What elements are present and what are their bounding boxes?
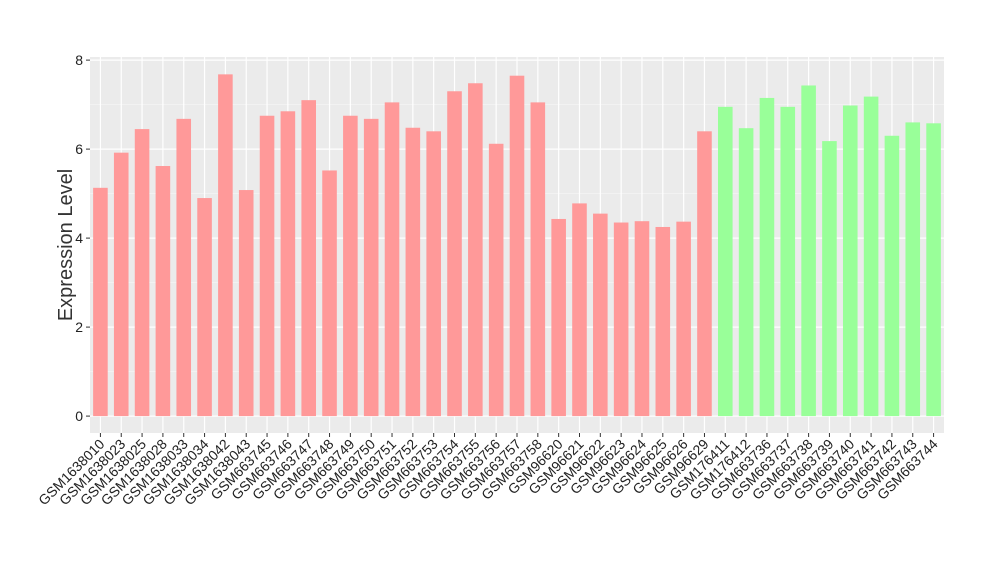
- bar: [93, 187, 108, 417]
- bar: [197, 198, 212, 417]
- bar: [718, 106, 733, 417]
- bar: [863, 96, 879, 417]
- bar: [113, 152, 129, 417]
- bar: [238, 190, 254, 417]
- bar: [572, 203, 587, 417]
- bar: [613, 222, 629, 417]
- bar: [634, 221, 650, 417]
- bar: [155, 166, 171, 417]
- bar: [884, 135, 900, 417]
- bar: [738, 128, 754, 417]
- bar: [280, 111, 296, 417]
- bar: [926, 123, 941, 417]
- bar: [801, 85, 816, 417]
- bar: [697, 131, 712, 417]
- bar: [426, 131, 441, 417]
- bar: [218, 74, 233, 417]
- bar: [259, 115, 275, 417]
- bar: [468, 83, 483, 417]
- bar: [905, 122, 921, 417]
- bar: [509, 75, 525, 417]
- bar: [405, 127, 421, 417]
- bar: [447, 91, 462, 417]
- y-tick-label: 8: [75, 52, 83, 68]
- bar: [551, 218, 566, 417]
- bar: [488, 143, 504, 417]
- bar: [322, 170, 337, 417]
- bar: [780, 106, 796, 417]
- y-tick-label: 4: [75, 230, 83, 246]
- bar: [384, 102, 400, 417]
- bar: [593, 213, 608, 417]
- bar: [301, 100, 316, 417]
- bar: [530, 102, 546, 417]
- bar: [176, 118, 192, 417]
- bar: [343, 115, 358, 417]
- y-axis-label: Expression Level: [55, 169, 77, 321]
- bar: [363, 118, 379, 417]
- y-tick-label: 6: [75, 141, 83, 157]
- y-tick-label: 0: [75, 408, 83, 424]
- bar: [842, 105, 858, 417]
- bar: [822, 141, 837, 417]
- y-tick-label: 2: [75, 319, 83, 335]
- bar: [655, 226, 671, 417]
- bar: [759, 97, 775, 417]
- bar: [676, 221, 691, 417]
- bar: [134, 129, 150, 417]
